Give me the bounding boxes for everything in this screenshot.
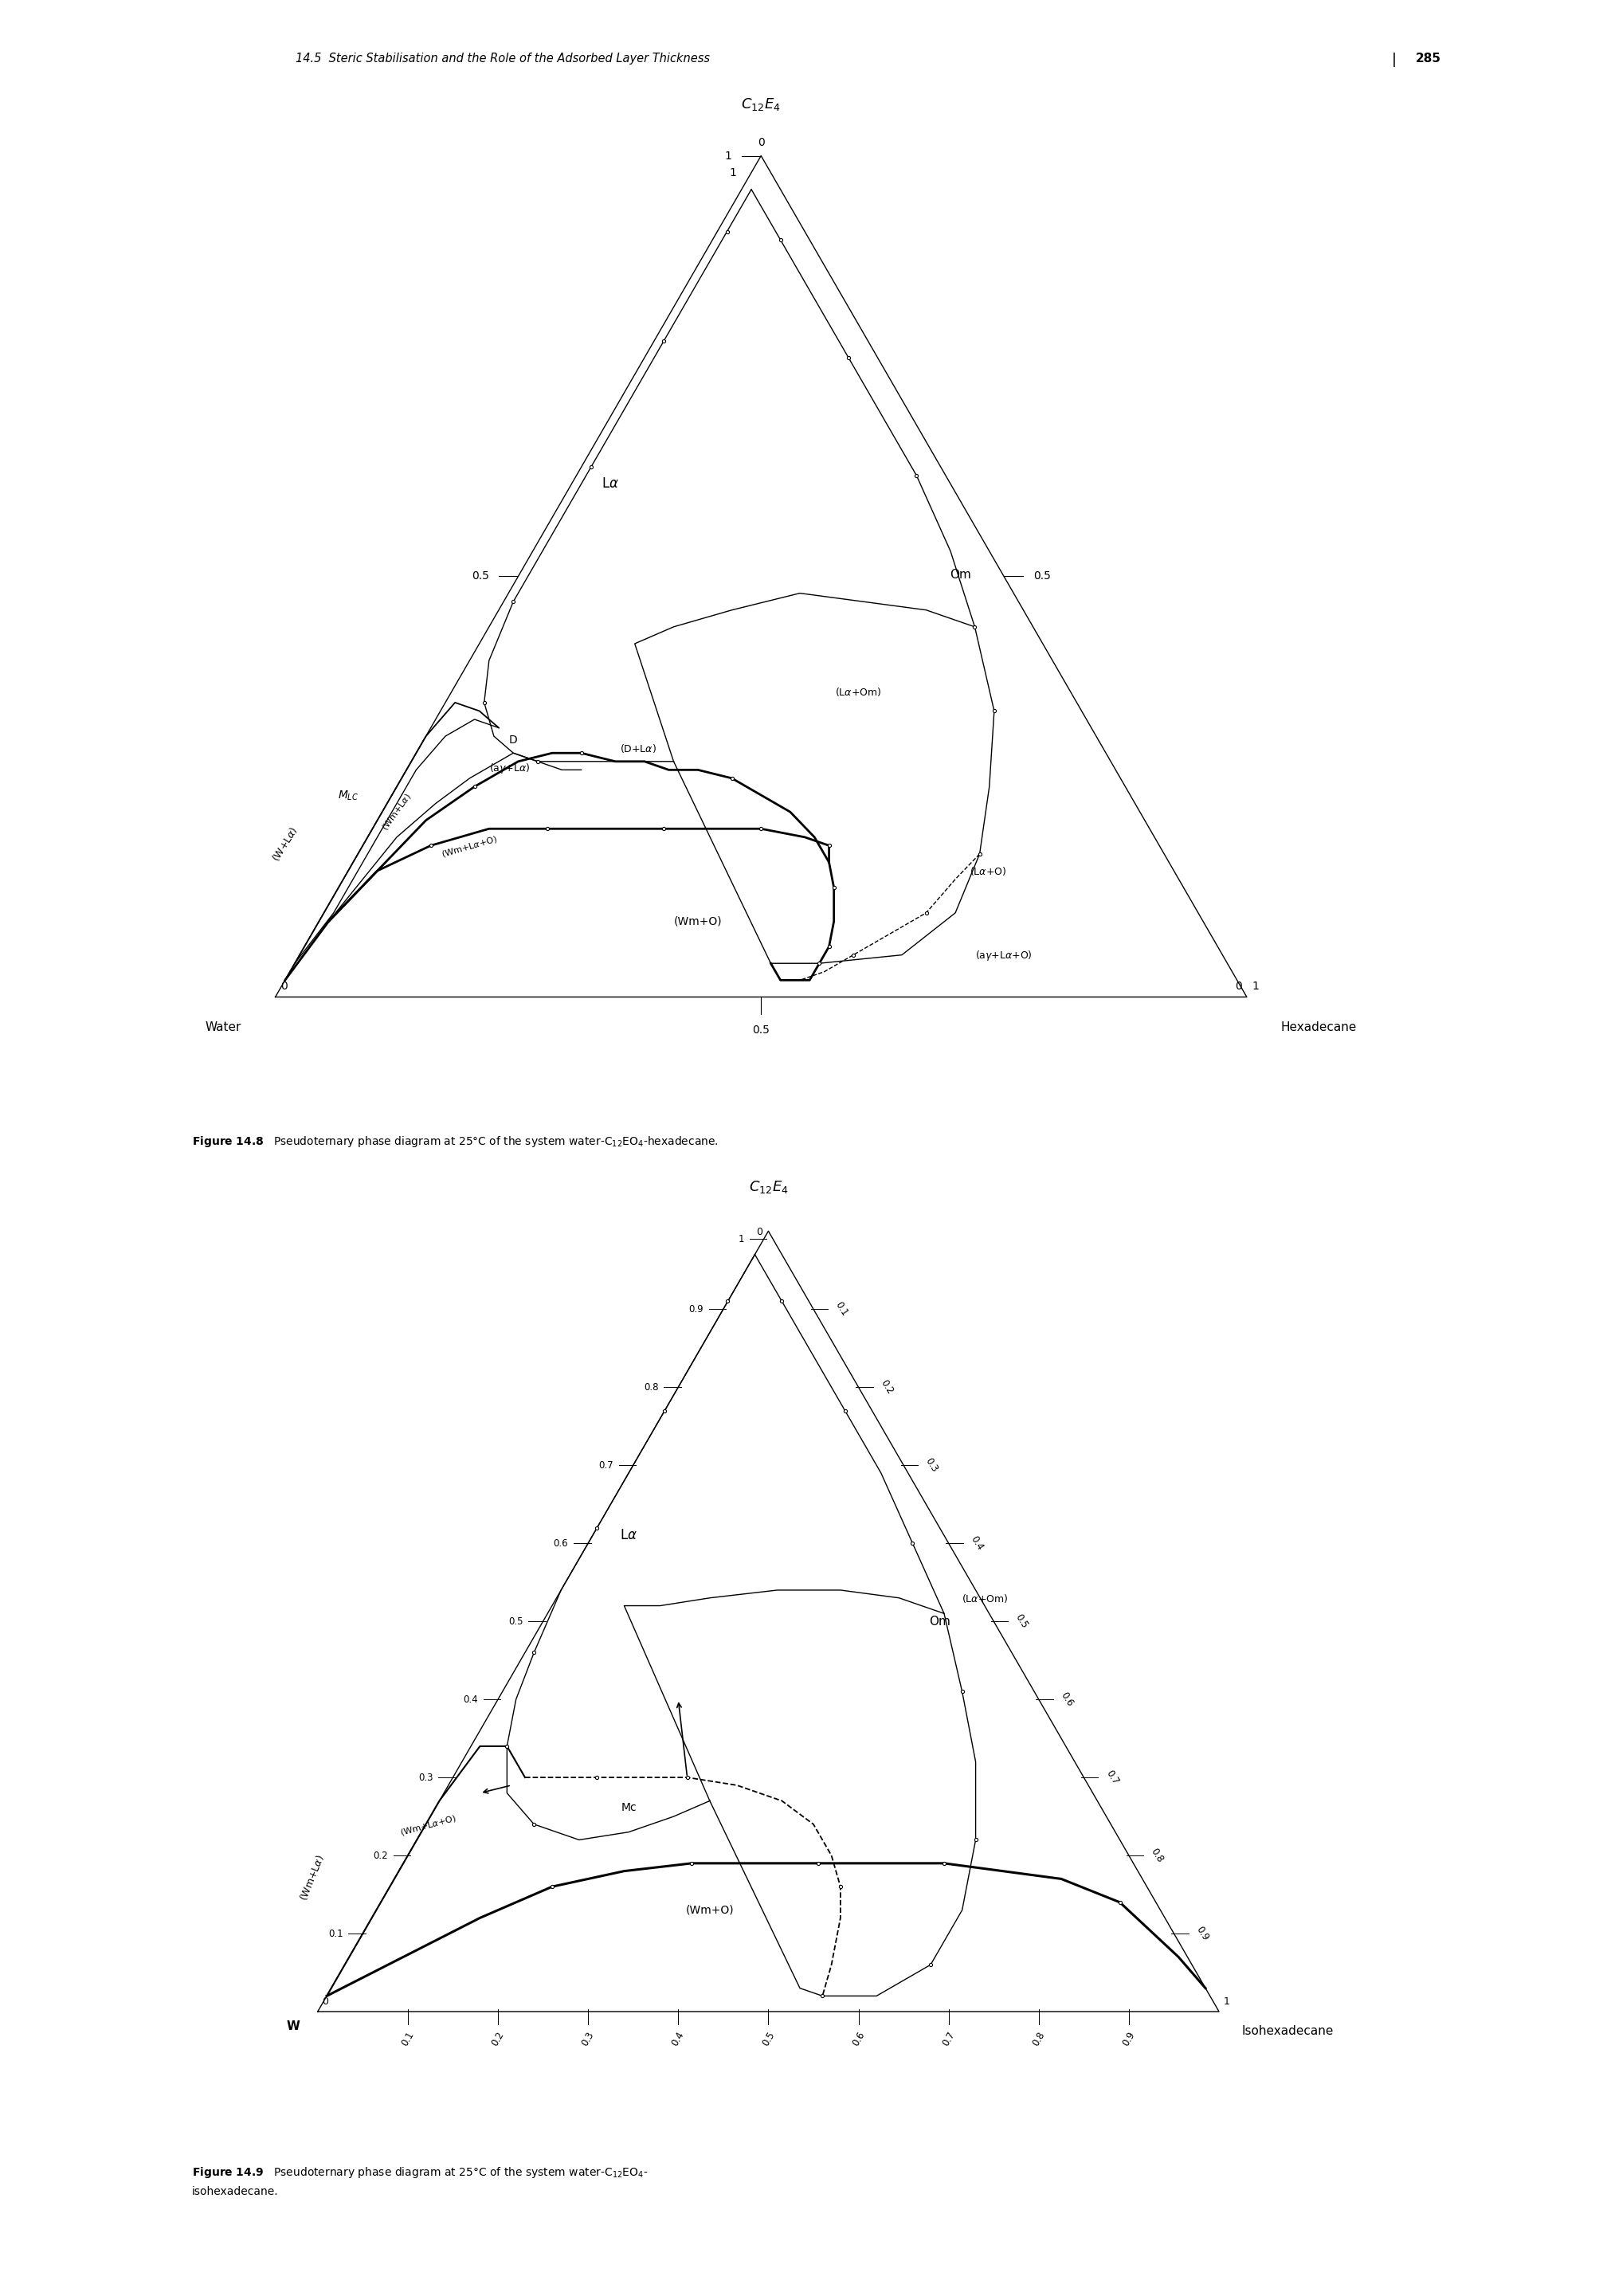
Text: Isohexadecane: Isohexadecane (1241, 2025, 1334, 2037)
Text: 0.1: 0.1 (400, 2030, 416, 2048)
Text: 0.3: 0.3 (923, 1456, 940, 1474)
Text: (Wm+L$\alpha$): (Wm+L$\alpha$) (379, 792, 414, 833)
Text: (L$\alpha$+Om): (L$\alpha$+Om) (835, 687, 881, 698)
Text: 0.8: 0.8 (1030, 2030, 1046, 2048)
Text: (a$\gamma$+L$\alpha$+O): (a$\gamma$+L$\alpha$+O) (975, 948, 1031, 962)
Text: 0.7: 0.7 (940, 2030, 956, 2048)
Text: 0.3: 0.3 (417, 1773, 433, 1782)
Text: (Wm+L$\alpha$+O): (Wm+L$\alpha$+O) (398, 1814, 457, 1837)
Text: Om: Om (950, 569, 971, 581)
Text: 0.9: 0.9 (1121, 2030, 1137, 2048)
Text: (W+L$\alpha$): (W+L$\alpha$) (270, 824, 301, 863)
Text: (Wm+O): (Wm+O) (673, 916, 721, 928)
Text: 0.4: 0.4 (967, 1534, 985, 1552)
Text: 1: 1 (1250, 980, 1258, 992)
Text: 0: 0 (756, 1226, 763, 1238)
Text: isohexadecane.: isohexadecane. (192, 2186, 278, 2197)
Text: $C_{12}E_4$: $C_{12}E_4$ (740, 96, 780, 113)
Text: 0.9: 0.9 (688, 1304, 704, 1313)
Text: 1: 1 (737, 1233, 744, 1244)
Text: 1: 1 (1223, 1998, 1230, 2007)
Text: 0.2: 0.2 (489, 2030, 505, 2048)
Text: 0.9: 0.9 (1193, 1924, 1210, 1942)
Text: 0.3: 0.3 (580, 2030, 596, 2048)
Text: 0.6: 0.6 (553, 1538, 568, 1548)
Text: L$\alpha$: L$\alpha$ (601, 478, 619, 491)
Text: Water: Water (205, 1022, 241, 1033)
Text: (L$\alpha$+O): (L$\alpha$+O) (969, 866, 1006, 877)
Text: (a$\gamma$+L$\alpha$): (a$\gamma$+L$\alpha$) (489, 762, 529, 776)
Text: 0.2: 0.2 (878, 1378, 894, 1396)
Text: (L$\alpha$+Om): (L$\alpha$+Om) (961, 1593, 1007, 1605)
Text: 0.8: 0.8 (643, 1382, 659, 1391)
Text: (Wm+L$\alpha$+O): (Wm+L$\alpha$+O) (440, 833, 499, 859)
Text: 0.5: 0.5 (472, 572, 489, 581)
Text: (D+L$\alpha$): (D+L$\alpha$) (620, 742, 657, 753)
Text: $M_{LC}$: $M_{LC}$ (337, 790, 358, 804)
Text: |: | (1391, 53, 1396, 67)
Text: $\bf{Figure\ 14.9}$   Pseudoternary phase diagram at 25°C of the system water-C$: $\bf{Figure\ 14.9}$ Pseudoternary phase … (192, 2165, 648, 2179)
Text: 0.1: 0.1 (328, 1929, 342, 1938)
Text: 0.6: 0.6 (849, 2030, 867, 2048)
Text: 0.5: 0.5 (752, 1024, 769, 1035)
Text: 0.7: 0.7 (598, 1460, 612, 1469)
Text: 285: 285 (1415, 53, 1441, 64)
Text: 0.6: 0.6 (1059, 1690, 1075, 1708)
Text: 0.5: 0.5 (508, 1616, 523, 1626)
Text: 0: 0 (280, 980, 286, 992)
Text: W: W (286, 2020, 299, 2032)
Text: 0.7: 0.7 (1103, 1768, 1119, 1786)
Text: L$\alpha$: L$\alpha$ (619, 1529, 636, 1543)
Text: Om: Om (929, 1616, 950, 1628)
Text: 0.5: 0.5 (1033, 572, 1051, 581)
Text: 0.4: 0.4 (670, 2030, 686, 2048)
Text: 0: 0 (1234, 980, 1241, 992)
Text: Mc: Mc (620, 1802, 636, 1814)
Text: $C_{12}E_4$: $C_{12}E_4$ (748, 1180, 788, 1194)
Text: 0.8: 0.8 (1148, 1846, 1164, 1864)
Text: 0.1: 0.1 (833, 1300, 849, 1318)
Text: 0.2: 0.2 (373, 1851, 389, 1860)
Text: 0: 0 (321, 1998, 328, 2007)
Text: 0: 0 (758, 138, 764, 147)
Text: (Wm+O): (Wm+O) (686, 1906, 734, 1915)
Text: $\bf{Figure\ 14.8}$   Pseudoternary phase diagram at 25°C of the system water-C$: $\bf{Figure\ 14.8}$ Pseudoternary phase … (192, 1134, 718, 1148)
Text: 0.4: 0.4 (464, 1694, 478, 1704)
Text: 1: 1 (729, 168, 737, 179)
Text: Hexadecane: Hexadecane (1281, 1022, 1356, 1033)
Text: (Wm+L$\alpha$): (Wm+L$\alpha$) (297, 1853, 326, 1903)
Text: 1: 1 (724, 149, 731, 161)
Text: D: D (508, 735, 518, 746)
Text: 0.5: 0.5 (1014, 1612, 1030, 1630)
Text: 14.5  Steric Stabilisation and the Role of the Adsorbed Layer Thickness: 14.5 Steric Stabilisation and the Role o… (296, 53, 710, 64)
Text: 0.5: 0.5 (760, 2030, 776, 2048)
